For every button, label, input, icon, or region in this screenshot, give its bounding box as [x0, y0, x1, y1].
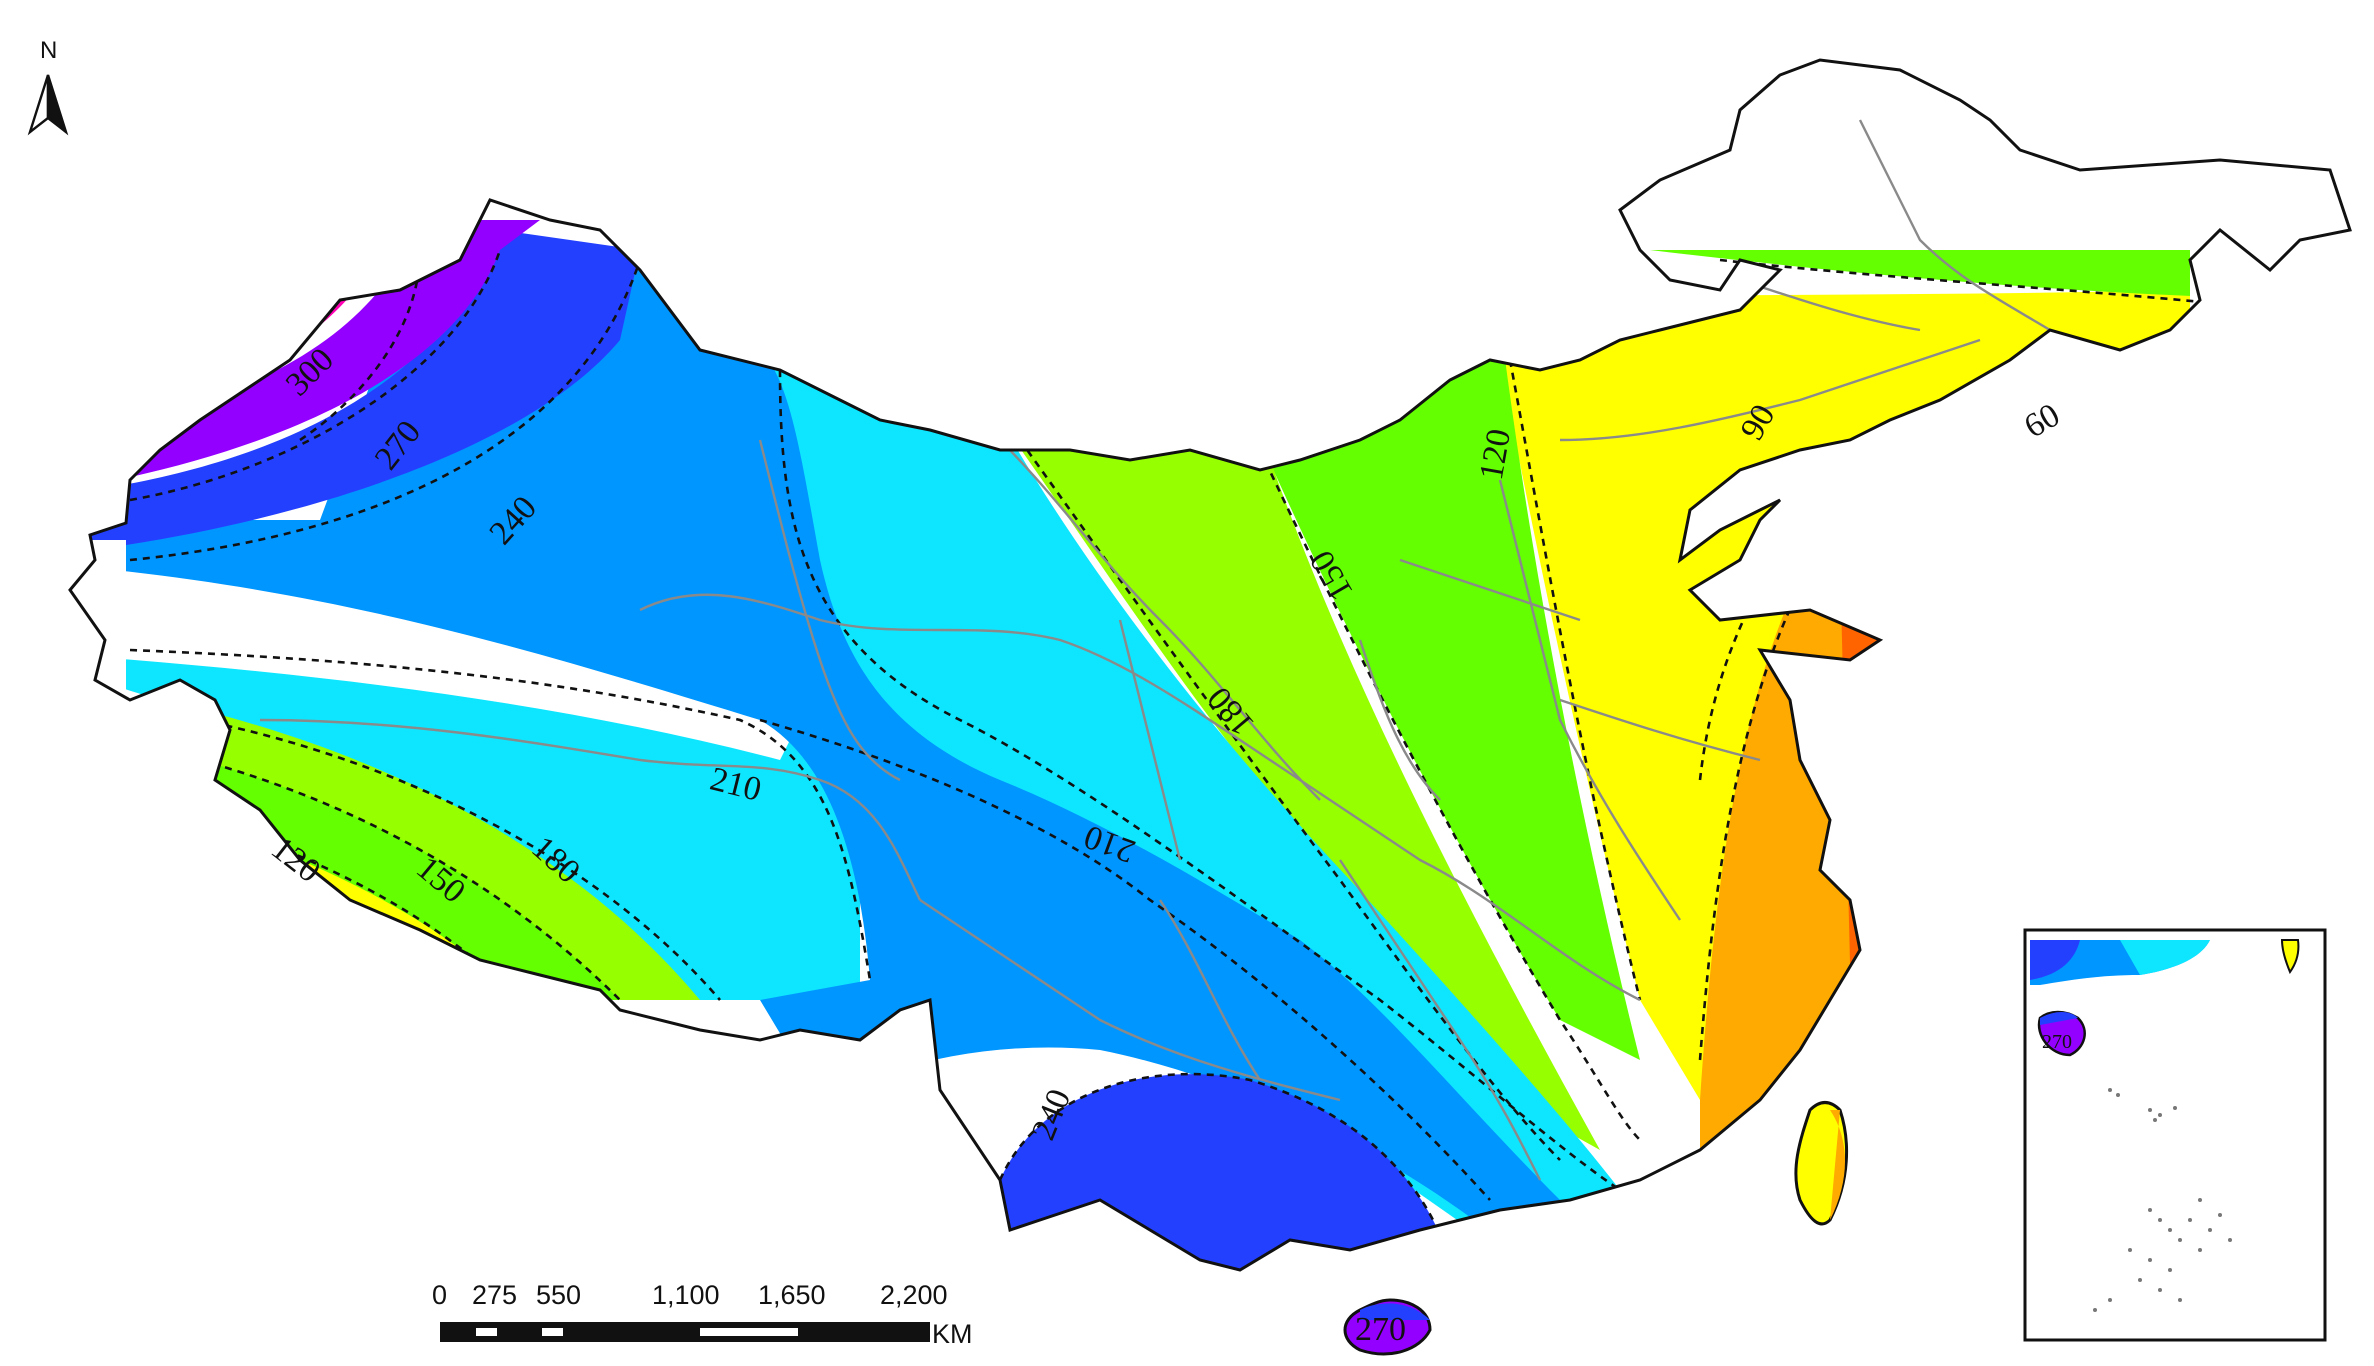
contour-240-s	[998, 1072, 1452, 1261]
inset-map: 270	[2023, 928, 2327, 1342]
contour-300	[299, 249, 422, 442]
inset-islands	[2093, 1088, 2232, 1312]
inset-taiwan	[2280, 939, 2300, 975]
zone-240-nw	[70, 230, 640, 560]
contour-120-c	[1258, 449, 1641, 1141]
scale-tick: 550	[536, 1280, 581, 1310]
zone-210	[70, 250, 1560, 1240]
scale-tick: 0	[432, 1280, 447, 1310]
scale-tick: 1,650	[758, 1280, 826, 1310]
contour-270-nw	[129, 249, 502, 502]
scale-tick: 275	[472, 1280, 517, 1310]
hainan-north	[1360, 1303, 1430, 1320]
province-boundaries	[259, 119, 2051, 1181]
scale-tick: 1,100	[652, 1280, 720, 1310]
scale-unit: KM	[932, 1319, 973, 1349]
scale-bar: 0 275 550 1,100 1,650 2,200 KM	[432, 1280, 973, 1349]
zone-150	[1000, 420, 1600, 1150]
contour-240-nw	[129, 259, 642, 562]
contour-180-sw	[199, 718, 721, 1001]
contour-label: 120	[1473, 426, 1518, 483]
contour-150-sw	[199, 758, 621, 1001]
contour-210-c	[759, 718, 1491, 1201]
north-label: N	[40, 37, 57, 64]
zone-90	[1500, 280, 2350, 1100]
zone-120	[1260, 320, 1640, 1060]
contour-30	[1858, 418, 2201, 571]
zone-180	[70, 350, 1620, 1250]
contour-label: 270	[2042, 1031, 2072, 1053]
contour-label: 270	[1355, 1311, 1406, 1348]
taiwan-east	[1830, 1110, 1845, 1220]
north-arrow: N	[27, 37, 69, 136]
north-arrow-icon	[27, 74, 50, 136]
scale-tick: 2,200	[880, 1280, 948, 1310]
contour-210-w	[129, 648, 872, 981]
contour-label: 60	[2018, 397, 2066, 446]
